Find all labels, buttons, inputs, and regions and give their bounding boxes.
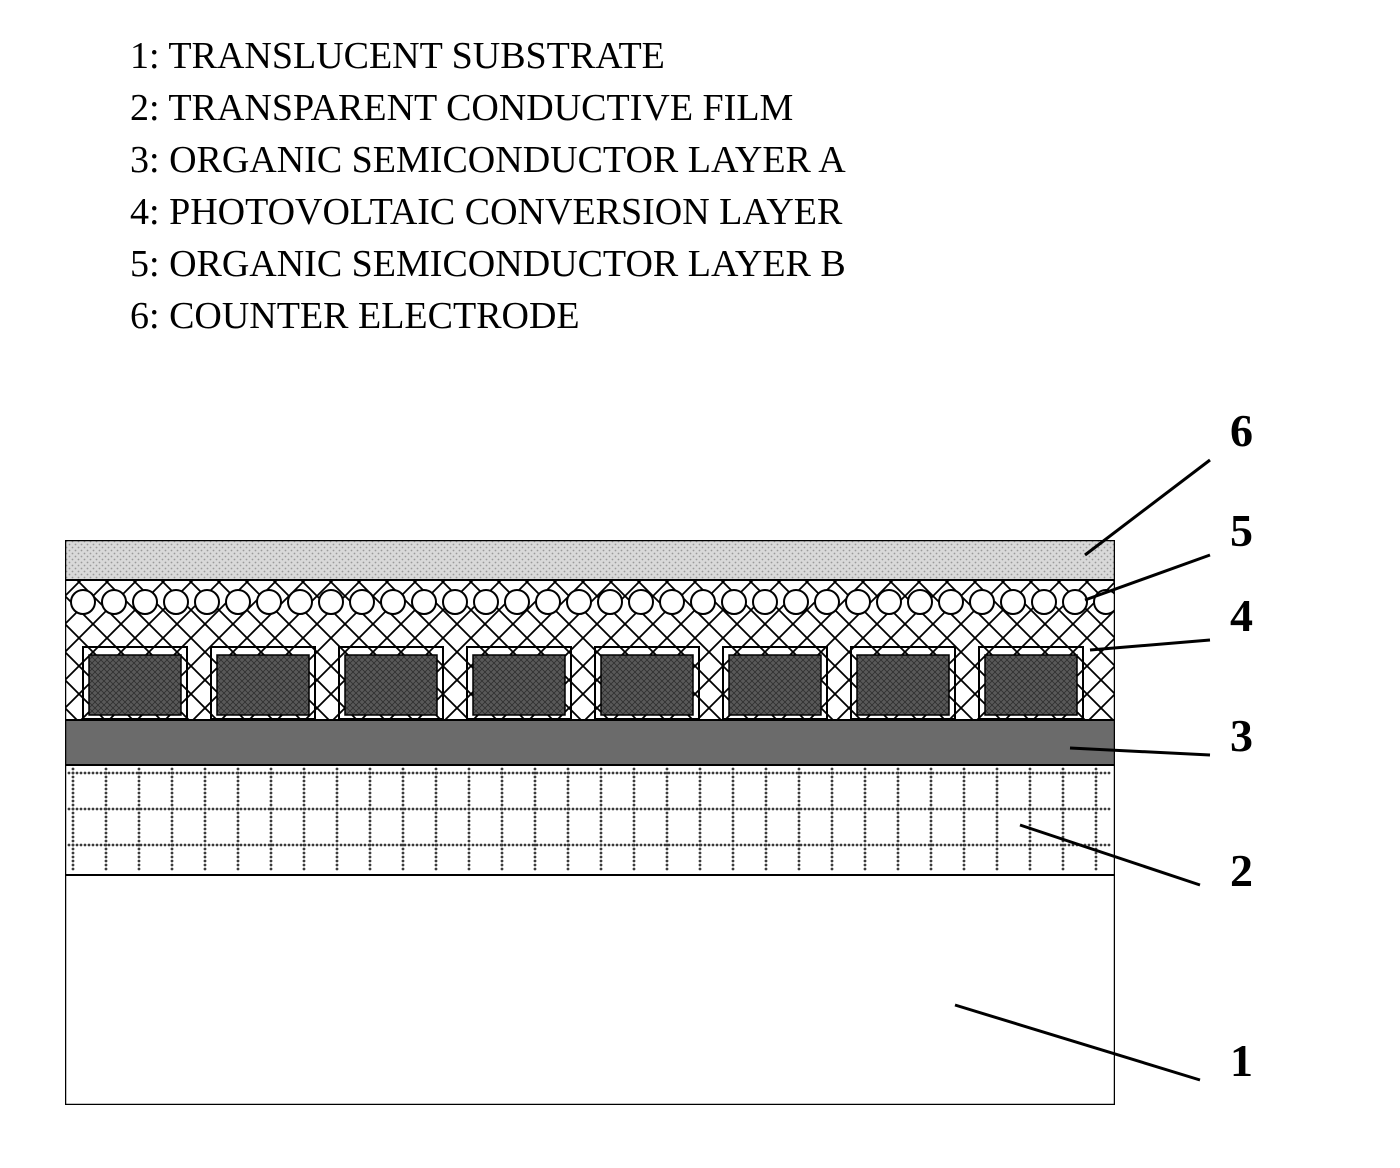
- legend-label: COUNTER ELECTRODE: [169, 295, 580, 337]
- diagram-svg: [65, 540, 1115, 1105]
- legend-label: TRANSPARENT CONDUCTIVE FILM: [168, 87, 793, 129]
- legend-number: 6:: [130, 295, 169, 337]
- callout-number-6: 6: [1230, 405, 1253, 456]
- legend-label: ORGANIC SEMICONDUCTOR LAYER A: [169, 139, 846, 181]
- legend-number: 3:: [130, 139, 169, 181]
- legend-number: 1:: [130, 35, 168, 77]
- callout-number-1: 1: [1230, 1035, 1253, 1086]
- legend-number: 4:: [130, 191, 169, 233]
- legend-item-3: 3: ORGANIC SEMICONDUCTOR LAYER A: [130, 134, 846, 186]
- legend-item-1: 1: TRANSLUCENT SUBSTRATE: [130, 30, 846, 82]
- callout-number-3: 3: [1230, 710, 1253, 761]
- legend-number: 2:: [130, 87, 168, 129]
- legend-item-2: 2: TRANSPARENT CONDUCTIVE FILM: [130, 82, 846, 134]
- callout-number-2: 2: [1230, 845, 1253, 896]
- legend-list: 1: TRANSLUCENT SUBSTRATE2: TRANSPARENT C…: [130, 30, 846, 342]
- page: 1: TRANSLUCENT SUBSTRATE2: TRANSPARENT C…: [0, 0, 1400, 1168]
- legend-label: TRANSLUCENT SUBSTRATE: [168, 35, 665, 77]
- callout-number-5: 5: [1230, 505, 1253, 556]
- legend-item-5: 5: ORGANIC SEMICONDUCTOR LAYER B: [130, 238, 846, 290]
- legend-item-4: 4: PHOTOVOLTAIC CONVERSION LAYER: [130, 186, 846, 238]
- layer-transparent: [65, 765, 1115, 875]
- legend-number: 5:: [130, 243, 169, 285]
- legend-item-6: 6: COUNTER ELECTRODE: [130, 290, 846, 342]
- legend-label: PHOTOVOLTAIC CONVERSION LAYER: [169, 191, 842, 233]
- legend-label: ORGANIC SEMICONDUCTOR LAYER B: [169, 243, 846, 285]
- callout-number-4: 4: [1230, 590, 1253, 641]
- layer-diagram: [65, 540, 1115, 1105]
